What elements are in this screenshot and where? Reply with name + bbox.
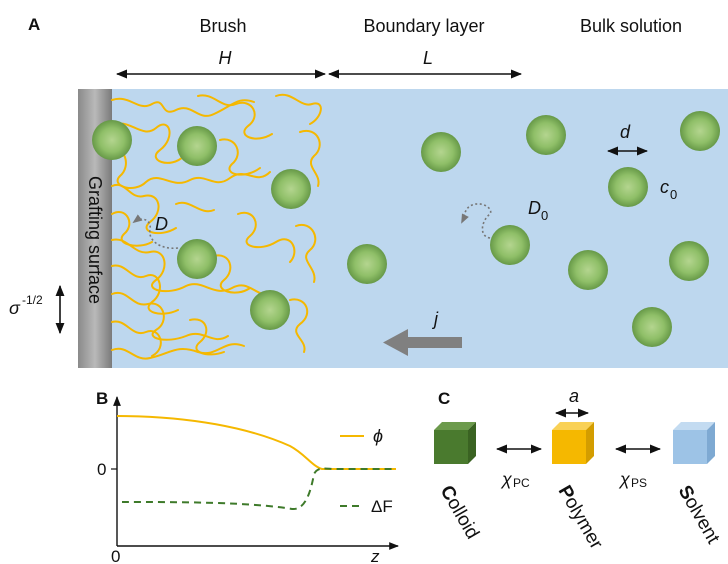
colloid-cube-side	[468, 422, 476, 464]
panel-b: B 0 0 z ϕ ΔF	[96, 389, 399, 564]
colloid-cube	[434, 422, 476, 464]
solvent-cube-front	[673, 430, 707, 464]
colloid-particle	[490, 225, 530, 265]
grafting-spacing-exponent: -1/2	[22, 293, 43, 307]
colloid-cube-top	[434, 422, 476, 430]
brush-diffusion-symbol: D	[155, 214, 168, 234]
polymer-label-rest: olymer	[560, 493, 607, 553]
chi-pc-subscript: PC	[513, 476, 530, 490]
flux-arrow	[383, 329, 462, 356]
x-origin-tick: 0	[111, 547, 120, 564]
panel-a: A Brush Boundary layer Bulk solution H L…	[9, 15, 728, 368]
region-label-boundary-layer: Boundary layer	[363, 16, 484, 36]
polymer-cube-side	[586, 422, 594, 464]
polymer-chain	[111, 211, 153, 247]
chi-pc-symbol: χ	[500, 469, 513, 489]
polymer-chain	[111, 97, 255, 117]
polymer-chain	[295, 223, 317, 283]
colloid-cube-front	[434, 430, 468, 464]
polymer-chain	[219, 138, 261, 176]
colloid-particle	[526, 115, 566, 155]
monomer-size-symbol: a	[569, 386, 579, 406]
polymer-chains	[111, 93, 322, 360]
solvent-label: Solvent	[674, 482, 724, 548]
solvent-label-rest: olvent	[680, 493, 724, 548]
phi-profile-curve	[116, 415, 396, 470]
polymer-cube-front	[552, 430, 586, 464]
polymer-chain	[111, 343, 245, 360]
colloid-label-rest: olloid	[443, 494, 483, 543]
colloid-particle	[250, 290, 290, 330]
solvent-cube	[673, 422, 715, 464]
panel-a-label: A	[28, 15, 40, 34]
bulk-diffusion-path	[461, 203, 492, 239]
colloid-particle	[632, 307, 672, 347]
concentration-subscript: 0	[670, 187, 677, 202]
colloid-particle	[177, 126, 217, 166]
boundary-length-symbol: L	[423, 48, 433, 68]
colloid-particle	[568, 250, 608, 290]
polymer-chain	[111, 183, 177, 235]
bulk-diffusion-symbol: D	[528, 198, 541, 218]
panel-c: C a χ PC χ PS Colloid	[434, 386, 724, 553]
panel-b-label: B	[96, 389, 108, 408]
polymer-chain	[275, 93, 322, 125]
colloid-particle	[669, 241, 709, 281]
brush-diffusion-path	[132, 214, 179, 250]
solvent-cube-top	[673, 422, 715, 430]
grafting-surface-label: Grafting surface	[85, 176, 105, 304]
colloid-particle	[177, 239, 217, 279]
colloid-particle	[680, 111, 720, 151]
particle-diameter-symbol: d	[620, 122, 631, 142]
polymer-chain	[299, 129, 321, 187]
polymer-chain	[111, 320, 162, 357]
polymer-chain	[111, 122, 185, 164]
solvent-cube-side	[707, 422, 715, 464]
colloid-particle	[271, 169, 311, 209]
colloid-particles	[92, 111, 720, 347]
legend-delta-f-label: ΔF	[371, 497, 393, 516]
polymer-cube-top	[552, 422, 594, 430]
grafting-spacing-symbol: σ	[9, 298, 21, 318]
colloid-particle	[421, 132, 461, 172]
region-label-brush: Brush	[199, 16, 246, 36]
x-axis-label: z	[370, 547, 380, 564]
chi-ps-symbol: χ	[618, 469, 631, 489]
polymer-chain	[175, 201, 215, 213]
polymer-chain	[111, 264, 179, 315]
polymer-cube	[552, 422, 594, 464]
polymer-chain	[111, 149, 271, 190]
polymer-chain	[213, 254, 251, 294]
colloid-particle	[347, 244, 387, 284]
polymer-chain	[197, 94, 273, 140]
flux-arrow-head	[383, 329, 408, 356]
polymer-label: Polymer	[554, 482, 607, 553]
colloid-label: Colloid	[436, 482, 483, 543]
polymer-chain	[189, 318, 225, 356]
free-energy-profile-curve	[121, 467, 396, 511]
bulk-diffusion-subscript: 0	[541, 208, 548, 223]
flux-arrow-shaft	[404, 337, 462, 348]
polymer-chain	[289, 298, 309, 353]
flux-symbol: j	[431, 309, 439, 329]
colloid-particle	[608, 167, 648, 207]
y-zero-tick: 0	[97, 460, 106, 479]
concentration-symbol: c	[660, 177, 669, 197]
region-label-bulk-solution: Bulk solution	[580, 16, 682, 36]
legend-phi-label: ϕ	[373, 426, 383, 446]
polymer-chain	[237, 211, 296, 263]
chi-ps-subscript: PS	[631, 476, 647, 490]
polymer-chain	[111, 291, 229, 341]
panel-c-label: C	[438, 389, 450, 408]
polymer-chain	[111, 238, 277, 297]
colloid-particle	[92, 120, 132, 160]
brush-height-symbol: H	[219, 48, 233, 68]
